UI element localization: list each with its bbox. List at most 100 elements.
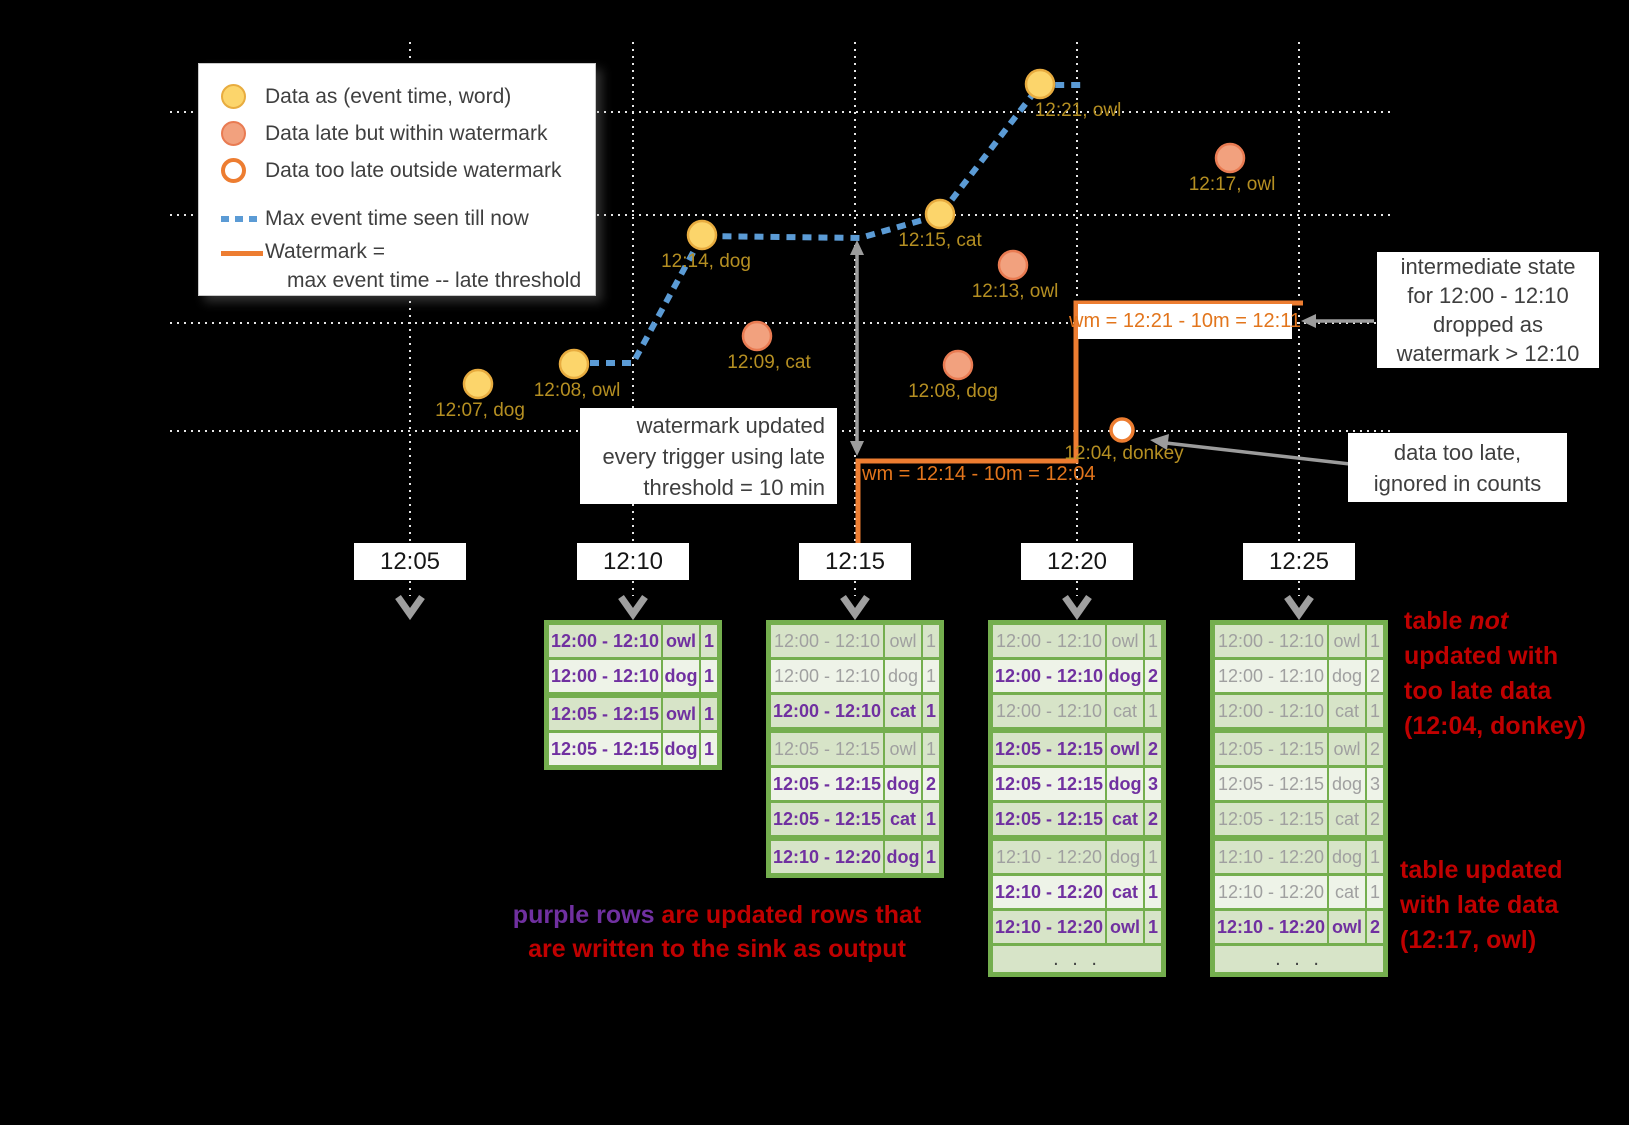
table-row: 12:05 - 12:15 cat 2 [993,803,1161,835]
watermark-value-label-2: wm = 12:21 - 10m = 12:11 [1069,304,1301,339]
legend-item-watermark: Watermark = max event time -- late thres… [221,237,595,299]
legend-item-toolate: Data too late outside watermark [221,152,595,189]
count-cell: 2 [923,768,939,800]
window-cell: 12:10 - 12:20 [993,911,1105,943]
word-cell: dog [1329,660,1365,692]
table-row: 12:10 - 12:20 cat 1 [993,876,1161,908]
result-table-12:20: 12:00 - 12:10 owl 1 12:00 - 12:10 dog 2 12:00 … [988,620,1166,977]
table-row: 12:05 - 12:15 dog 3 [1215,768,1383,800]
trigger-arrowhead-12:15 [840,594,870,621]
legend-item-late: Data late but within watermark [221,115,595,152]
not-updated-note: table not updated with too late data (12… [1404,607,1587,740]
table-row: 12:00 - 12:10 cat 1 [1215,695,1383,727]
point-12-21-owl [1024,68,1056,100]
legend-label: Watermark = max event time -- late thres… [265,240,582,292]
result-table-12:10: 12:00 - 12:10 owl 1 12:00 - 12:10 dog 1 12:05 … [544,620,722,770]
window-cell: 12:00 - 12:10 [771,695,883,727]
word-cell: cat [1329,876,1365,908]
point-12-08-owl [558,348,590,380]
table-row: 12:00 - 12:10 dog 2 [993,660,1161,692]
window-cell: 12:05 - 12:15 [993,733,1105,765]
table-row: 12:05 - 12:15 cat 2 [1215,803,1383,835]
trigger-label-12:15: 12:15 [799,543,911,580]
word-cell: owl [1107,911,1143,943]
window-cell: 12:00 - 12:10 [993,660,1105,692]
point-12-09-cat [741,320,773,352]
table-row: 12:05 - 12:15 dog 2 [771,768,939,800]
count-cell: 1 [923,841,939,873]
legend: Data as (event time, word) Data late but… [198,63,596,296]
window-cell: 12:00 - 12:10 [771,625,883,657]
table-row: 12:00 - 12:10 dog 1 [771,660,939,692]
word-cell: dog [885,768,921,800]
table-row: 12:05 - 12:15 dog 1 [549,733,717,765]
point-12-04-donkey [1109,417,1135,443]
word-cell: owl [1107,733,1143,765]
result-table-12:15: 12:00 - 12:10 owl 1 12:00 - 12:10 dog 1 12:00 … [766,620,944,878]
count-cell: 1 [1367,695,1383,727]
intermediate-state-arrow [1301,314,1374,328]
table-row: 12:10 - 12:20 dog 1 [993,841,1161,873]
legend-item-max-event: Max event time seen till now [221,200,595,237]
count-cell: 2 [1145,660,1161,692]
legend-label: Max event time seen till now [265,206,529,230]
word-cell: dog [1107,768,1143,800]
word-cell: dog [1107,841,1143,873]
trigger-arrowheads [395,594,1314,621]
word-cell: cat [885,695,921,727]
watermark-value-label-1: wm = 12:14 - 10m = 12:04 [862,463,1096,485]
word-cell: dog [885,841,921,873]
count-cell: 1 [1367,841,1383,873]
table-row: 12:00 - 12:10 owl 1 [771,625,939,657]
word-cell: owl [663,698,699,730]
trigger-label-12:10: 12:10 [577,543,689,580]
window-cell: 12:05 - 12:15 [1215,768,1327,800]
more-rows-ellipsis: . . . [993,946,1161,972]
more-rows-ellipsis: . . . [1215,946,1383,972]
point-12-14-dog [686,219,718,251]
result-table-12:25: 12:00 - 12:10 owl 1 12:00 - 12:10 dog 2 12:00 … [1210,620,1388,977]
count-cell: 1 [701,625,717,657]
window-cell: 12:00 - 12:10 [1215,695,1327,727]
window-cell: 12:05 - 12:15 [549,698,661,730]
point-12-13-owl [997,249,1029,281]
too-late-arrow [1150,434,1351,466]
table-row: 12:10 - 12:20 owl 1 [993,911,1161,943]
count-cell: 1 [1145,841,1161,873]
window-cell: 12:05 - 12:15 [771,733,883,765]
window-cell: 12:00 - 12:10 [1215,660,1327,692]
trigger-arrowhead-12:10 [618,594,648,621]
too-late-note-box: data too late, ignored in counts [1348,433,1567,502]
table-row: 12:00 - 12:10 owl 1 [1215,625,1383,657]
count-cell: 1 [923,695,939,727]
table-row: 12:05 - 12:15 owl 2 [993,733,1161,765]
legend-item-ontime: Data as (event time, word) [221,78,595,115]
count-cell: 1 [923,660,939,692]
window-cell: 12:05 - 12:15 [993,803,1105,835]
watermark-gap-arrow [850,240,864,456]
word-cell: owl [1329,911,1365,943]
word-cell: cat [1107,876,1143,908]
window-cell: 12:10 - 12:20 [771,841,883,873]
window-cell: 12:10 - 12:20 [993,876,1105,908]
point-12-07-dog [462,368,494,400]
word-cell: dog [1329,841,1365,873]
point-label: 12:04, donkey [1064,443,1184,464]
count-cell: 2 [1367,733,1383,765]
table-row: 12:00 - 12:10 owl 1 [549,625,717,657]
count-cell: 1 [1145,695,1161,727]
count-cell: 1 [923,803,939,835]
count-cell: 1 [923,625,939,657]
count-cell: 1 [1145,876,1161,908]
word-cell: owl [663,625,699,657]
trigger-arrowhead-12:25 [1284,594,1314,621]
count-cell: 1 [701,733,717,765]
table-row: 12:10 - 12:20 cat 1 [1215,876,1383,908]
updated-late-note: table updated with late data (12:17, owl… [1400,856,1563,954]
watermark-line-icon [221,251,265,256]
table-row: 12:00 - 12:10 dog 1 [549,660,717,692]
window-cell: 12:00 - 12:10 [993,625,1105,657]
table-row: 12:10 - 12:20 dog 1 [771,841,939,873]
